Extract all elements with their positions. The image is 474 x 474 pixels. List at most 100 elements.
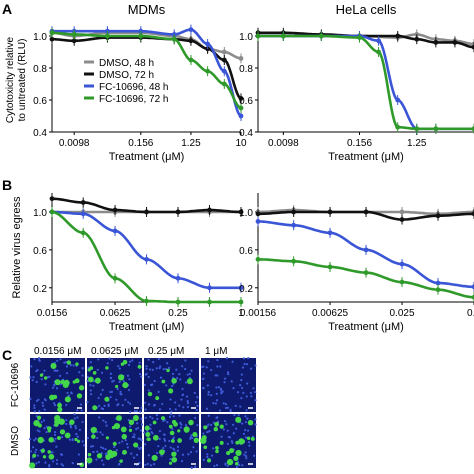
data-point	[399, 261, 405, 267]
infected-cell	[151, 454, 158, 461]
nucleus	[97, 396, 100, 400]
y-tick-label: 1.0	[239, 32, 253, 43]
nucleus	[69, 426, 72, 429]
x-tick-label: 1.25	[181, 138, 201, 149]
infected-cell	[122, 360, 128, 365]
nucleus	[129, 425, 132, 428]
nucleus	[149, 423, 152, 427]
row-label: FC-10696	[10, 362, 21, 407]
infected-cell	[226, 451, 231, 456]
data-point	[255, 219, 261, 224]
x-tick-label: 0.025	[390, 308, 415, 319]
nucleus	[111, 380, 114, 383]
infected-cell	[109, 453, 115, 459]
data-point	[376, 38, 381, 44]
infected-cell	[89, 366, 94, 370]
nucleus	[100, 371, 104, 374]
nucleus	[61, 464, 65, 467]
data-point	[318, 33, 324, 39]
data-point	[291, 209, 297, 215]
nucleus	[156, 417, 159, 421]
nucleus	[188, 372, 191, 376]
nucleus	[223, 377, 227, 380]
infected-cell	[76, 393, 83, 399]
nucleus	[132, 456, 136, 459]
infected-cell	[64, 432, 71, 439]
nucleus	[51, 451, 54, 454]
infected-cell	[92, 405, 98, 411]
nucleus	[29, 397, 32, 400]
nucleus	[252, 387, 255, 390]
nucleus	[171, 384, 174, 388]
series-fc-10696-48-h	[49, 206, 244, 293]
infected-cell	[76, 439, 81, 443]
nucleus	[181, 365, 184, 368]
nucleus	[245, 363, 249, 366]
nucleus	[124, 439, 127, 442]
nucleus	[212, 447, 215, 450]
nucleus	[171, 427, 174, 431]
x-tick-label: 10	[235, 138, 247, 149]
nucleus	[224, 403, 228, 406]
data-point	[188, 57, 194, 63]
infected-cell	[166, 368, 170, 373]
micrograph-tile	[143, 413, 200, 470]
nucleus	[248, 444, 251, 447]
nucleus	[193, 391, 196, 394]
nucleus	[207, 360, 210, 363]
data-point	[395, 33, 401, 39]
infected-cell	[117, 374, 125, 381]
infected-cell	[229, 448, 235, 454]
nucleus	[173, 401, 177, 404]
nucleus	[53, 402, 56, 405]
data-point	[71, 38, 77, 44]
nucleus	[69, 364, 72, 367]
nucleus	[128, 363, 131, 367]
nucleus	[158, 367, 161, 370]
nucleus	[233, 413, 236, 417]
nucleus	[202, 432, 205, 435]
nucleus	[153, 403, 156, 407]
nucleus	[205, 366, 208, 369]
infected-cell	[39, 373, 44, 377]
nucleus	[147, 403, 151, 406]
nucleus	[166, 421, 169, 424]
nucleus	[76, 435, 79, 438]
nucleus	[148, 368, 152, 371]
nucleus	[187, 453, 190, 456]
nucleus	[147, 375, 150, 379]
data-point	[471, 294, 474, 300]
nucleus	[59, 453, 63, 456]
nucleus	[249, 391, 253, 395]
nucleus	[74, 427, 77, 430]
x-tick-label: 0.00625	[312, 308, 349, 319]
data-point	[188, 38, 194, 44]
nucleus	[185, 395, 189, 398]
nucleus	[169, 458, 172, 461]
nucleus	[242, 432, 246, 435]
nucleus	[230, 440, 233, 443]
data-point	[112, 207, 118, 213]
nucleus	[202, 458, 205, 461]
nucleus	[35, 448, 38, 451]
data-point	[363, 270, 369, 276]
nucleus	[102, 463, 105, 466]
nucleus	[38, 410, 41, 413]
nucleus	[70, 391, 73, 394]
nucleus	[178, 414, 181, 417]
nucleus	[138, 447, 141, 451]
nucleus	[217, 386, 221, 389]
data-point	[471, 211, 474, 217]
nucleus	[45, 431, 48, 434]
nucleus	[210, 423, 213, 427]
nucleus	[254, 418, 257, 421]
nucleus	[126, 446, 129, 449]
nucleus	[37, 356, 41, 360]
nucleus	[72, 364, 75, 367]
infected-cell	[92, 371, 97, 375]
data-point	[452, 40, 458, 45]
infected-cell	[94, 377, 101, 384]
nucleus	[157, 357, 160, 361]
infected-cell	[86, 457, 93, 464]
